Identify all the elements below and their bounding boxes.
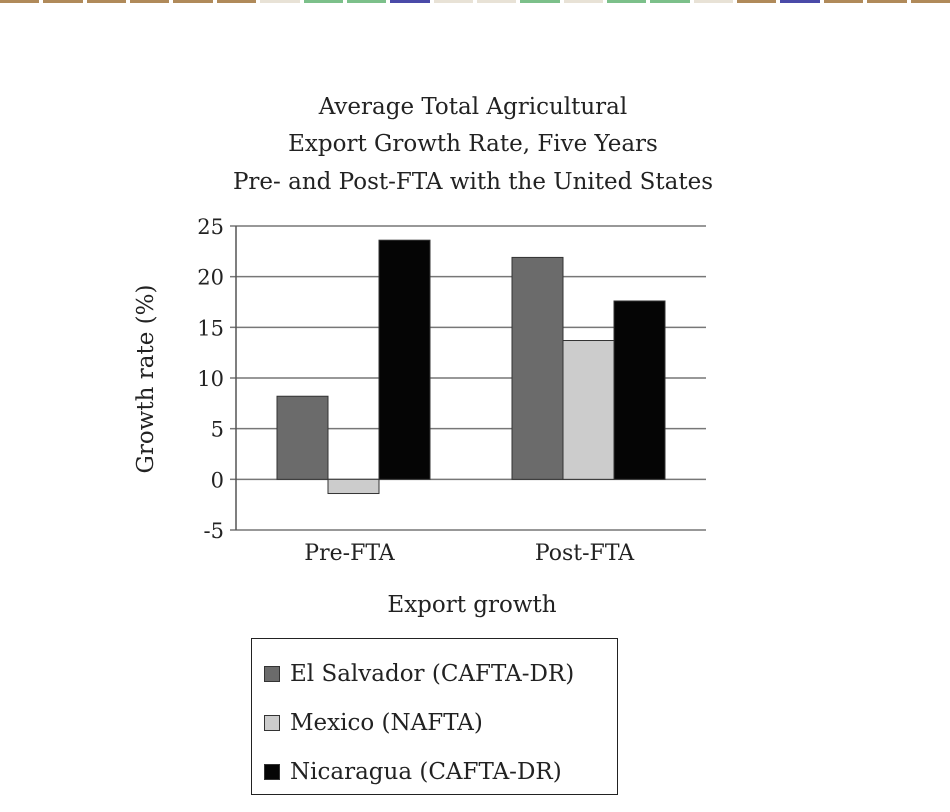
x-axis-tick-labels: Pre-FTA Post-FTA (304, 541, 635, 566)
strip-segment (173, 0, 213, 3)
y-tick-label: 10 (197, 367, 224, 391)
legend-label: El Salvador (CAFTA-DR) (290, 660, 575, 687)
strip-segment (260, 0, 300, 3)
legend-swatch (264, 665, 280, 682)
x-tick-label: Pre-FTA (304, 541, 396, 566)
legend-label: Nicaragua (CAFTA-DR) (290, 758, 562, 785)
strip-segment (86, 0, 127, 3)
bar (378, 239, 431, 480)
bar (511, 256, 564, 480)
strip-segment (303, 0, 343, 3)
strip-segment (390, 0, 430, 3)
chart-title-line-3: Pre- and Post-FTA with the United States (233, 169, 713, 195)
strip-segment (43, 0, 83, 3)
decorative-top-strip (0, 0, 950, 6)
strip-segment (130, 0, 170, 3)
y-tick-label: 20 (197, 266, 224, 290)
y-tick-label: 15 (197, 316, 224, 340)
bars (276, 239, 666, 495)
legend-swatch (264, 763, 280, 780)
strip-segment (346, 0, 387, 3)
x-axis-label: Export growth (387, 592, 556, 618)
strip-segment (433, 0, 473, 3)
strip-segment (0, 0, 40, 3)
y-axis-label: Growth rate (%) (133, 285, 159, 474)
legend-label: Mexico (NAFTA) (290, 709, 483, 736)
strip-segment (563, 0, 604, 3)
strip-segment (780, 0, 820, 3)
chart-title: Average Total Agricultural Export Growth… (233, 94, 713, 195)
strip-segment (910, 0, 950, 3)
strip-segment (476, 0, 517, 3)
bar (613, 300, 666, 480)
strip-segment (737, 0, 777, 3)
strip-segment (823, 0, 864, 3)
legend-swatch (264, 714, 280, 731)
legend-item: Nicaragua (CAFTA-DR) (264, 747, 617, 796)
bar (327, 478, 380, 495)
bar (276, 395, 329, 480)
strip-segment (693, 0, 734, 3)
chart-title-line-2: Export Growth Rate, Five Years (288, 131, 658, 157)
strip-segment (520, 0, 560, 3)
legend-item: El Salvador (CAFTA-DR) (264, 649, 617, 698)
y-tick-label: -5 (204, 519, 224, 543)
strip-segment (867, 0, 907, 3)
legend: El Salvador (CAFTA-DR) Mexico (NAFTA) Nica… (251, 638, 618, 795)
legend-item: Mexico (NAFTA) (264, 698, 617, 747)
bar (562, 340, 615, 480)
y-axis-tick-labels: 25 20 15 10 5 0 -5 (197, 215, 224, 543)
y-tick-label: 0 (211, 468, 224, 492)
chart-title-line-1: Average Total Agricultural (318, 94, 628, 120)
strip-segment (650, 0, 690, 3)
y-tick-label: 25 (197, 215, 224, 239)
strip-segment (607, 0, 647, 3)
strip-segment (216, 0, 257, 3)
x-tick-label: Post-FTA (535, 541, 635, 566)
y-tick-label: 5 (211, 418, 224, 442)
